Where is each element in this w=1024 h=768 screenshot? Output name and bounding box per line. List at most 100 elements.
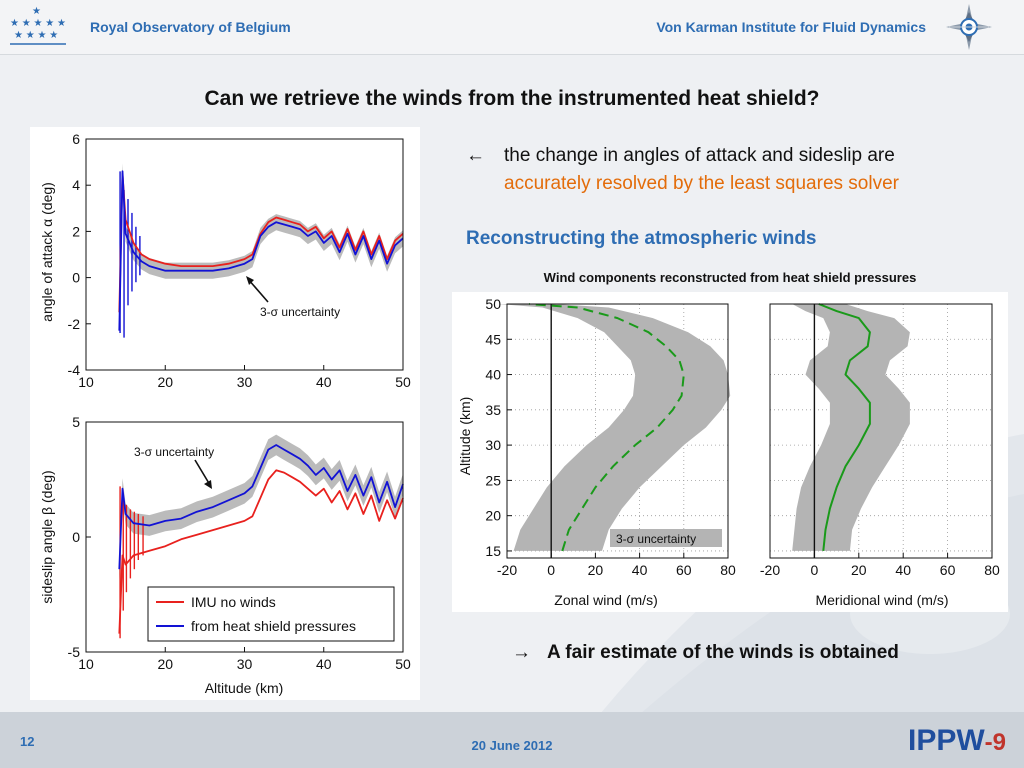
footer-bar: 12 20 June 2012 IPPW-9 [0,712,1024,768]
wind-charts: -20 0 20 40 60 80 15 20 25 30 35 40 45 50 -20 0 20 40 60 8… [457,296,1000,608]
left-arrow-icon: ← [466,145,485,166]
y-tick-label: -5 [68,644,81,660]
shield-series-line [118,444,404,570]
beta-annotation-arrowhead [204,480,212,489]
x-tick-label: -20 [760,562,780,578]
ippw-logo-suffix: -9 [984,729,1006,756]
ippw-logo-main: IPPW [907,724,985,757]
ippw-logo: IPPW-9 [908,724,1006,758]
wind-figure-caption: Wind components reconstructed from heat … [543,270,917,285]
meridional-axes: -20 0 20 40 60 80 [760,303,1000,578]
x-tick-label: -20 [497,562,517,578]
plot-frame [506,303,729,559]
y-tick-label: 2 [72,223,80,239]
x-tick-label: 50 [395,374,411,390]
x-tick-label: 60 [940,562,956,578]
zonal-axes: -20 0 20 40 60 80 15 20 25 30 35 40 45 50 [485,296,736,578]
y-tick-label: 5 [72,414,80,430]
x-tick-label: 80 [984,562,1000,578]
meridional-wind-curve [818,303,871,552]
alpha-series-lines [118,170,404,338]
alpha-axes: 10 20 30 40 50 -4 -2 0 2 4 6 [68,131,411,390]
beta-axes: 10 20 30 40 50 -5 0 5 [68,414,411,672]
footer-date: 20 June 2012 [471,738,553,753]
angle-charts: 10 20 30 40 50 -4 -2 0 2 4 6 10 20 30 40 50 -5 0 5 angle … [39,131,411,696]
shield-series-line [118,170,404,331]
beta-y-label: sideslip angle β (deg) [39,470,55,603]
x-tick-label: 40 [316,656,332,672]
y-tick-label: 50 [485,296,501,312]
wind-annotation: 3-σ uncertainty [616,532,696,546]
wind-y-label: Altitude (km) [457,397,473,476]
zonal-uncertainty-band [498,304,731,551]
wind-annotation-bg [610,529,722,547]
header-bar: ★ ★ ★ ★ ★ ★ ★ ★ ★ ★ Royal Observatory of… [0,0,1024,55]
y-tick-label: 4 [72,177,80,193]
uncertainty-band [119,434,404,580]
section-heading: Reconstructing the atmospheric winds [466,228,817,249]
zonal-wind-line [529,303,685,558]
x-tick-label: 20 [157,374,173,390]
x-tick-label: 40 [316,374,332,390]
org-left-name: Royal Observatory of Belgium [90,19,291,35]
x-tick-label: 30 [237,374,253,390]
alpha-annotation-arrowhead [246,276,254,285]
imu-series-line [118,469,404,634]
alpha-y-label: angle of attack α (deg) [39,182,55,322]
zonal-x-label: Zonal wind (m/s) [554,592,657,608]
legend-shield-label: from heat shield pressures [191,618,356,634]
alpha-annotation: 3-σ uncertainty [260,305,340,319]
x-tick-label: 60 [676,562,692,578]
y-tick-label: 0 [72,270,80,286]
y-tick-label: 45 [485,331,501,347]
bullet-line-2: accurately resolved by the least squares… [504,173,899,194]
uncertainty-band [498,304,731,551]
beta-annotation: 3-σ uncertainty [134,445,214,459]
x-tick-label: 0 [547,562,555,578]
meridional-x-label: Meridional wind (m/s) [815,592,948,608]
angle-charts-panel: 10 20 30 40 50 -4 -2 0 2 4 6 10 20 30 40 50 -5 0 5 angle … [30,127,420,700]
slide-number: 12 [20,734,35,749]
y-tick-label: 0 [72,529,80,545]
y-tick-label: 6 [72,131,80,147]
y-tick-label: 20 [485,508,501,524]
meridional-uncertainty-band [792,304,910,551]
x-tick-label: 0 [811,562,819,578]
x-tick-label: 80 [720,562,736,578]
plot-frame [769,303,993,559]
beta-annotation-arrow [194,459,211,486]
svg-text:★ ★ ★ ★: ★ ★ ★ ★ [14,30,58,41]
x-tick-label: 40 [895,562,911,578]
beta-x-label: Altitude (km) [205,680,284,696]
y-tick-label: -4 [68,362,81,378]
bullet-line-1: the change in angles of attack and sides… [504,145,895,166]
x-tick-label: 20 [588,562,604,578]
x-tick-label: 10 [78,656,94,672]
x-tick-label: 30 [237,656,253,672]
x-tick-label: 20 [851,562,867,578]
alpha-annotation-arrow [247,278,269,303]
x-tick-label: 10 [78,374,94,390]
stars-logo-icon: ★ ★ ★ ★ ★ ★ ★ ★ ★ ★ [10,6,66,45]
x-tick-label: 40 [632,562,648,578]
beta-series-lines [118,444,404,639]
x-tick-label: 20 [157,656,173,672]
y-tick-label: 30 [485,437,501,453]
wind-charts-panel: -20 0 20 40 60 80 15 20 25 30 35 40 45 50 -20 0 20 40 60 8… [452,292,1008,612]
y-tick-label: 35 [485,402,501,418]
beta-uncertainty-band [119,434,404,580]
x-tick-label: 50 [395,656,411,672]
uncertainty-band [792,304,910,551]
zonal-wind-curve [529,303,685,552]
svg-text:★: ★ [32,6,41,17]
y-tick-label: 40 [485,367,501,383]
y-tick-label: -2 [68,316,81,332]
conclusion: → A fair estimate of the winds is obtaine… [512,642,899,664]
org-right-name: Von Karman Institute for Fluid Dynamics [656,19,926,35]
imu-series-line [118,172,404,313]
slide-title: Can we retrieve the winds from the instr… [204,87,820,110]
right-arrow-icon: → [512,642,531,663]
y-tick-label: 25 [485,472,501,488]
meridional-wind-line [813,303,871,558]
beta-legend: IMU no winds from heat shield pressures [147,586,395,642]
